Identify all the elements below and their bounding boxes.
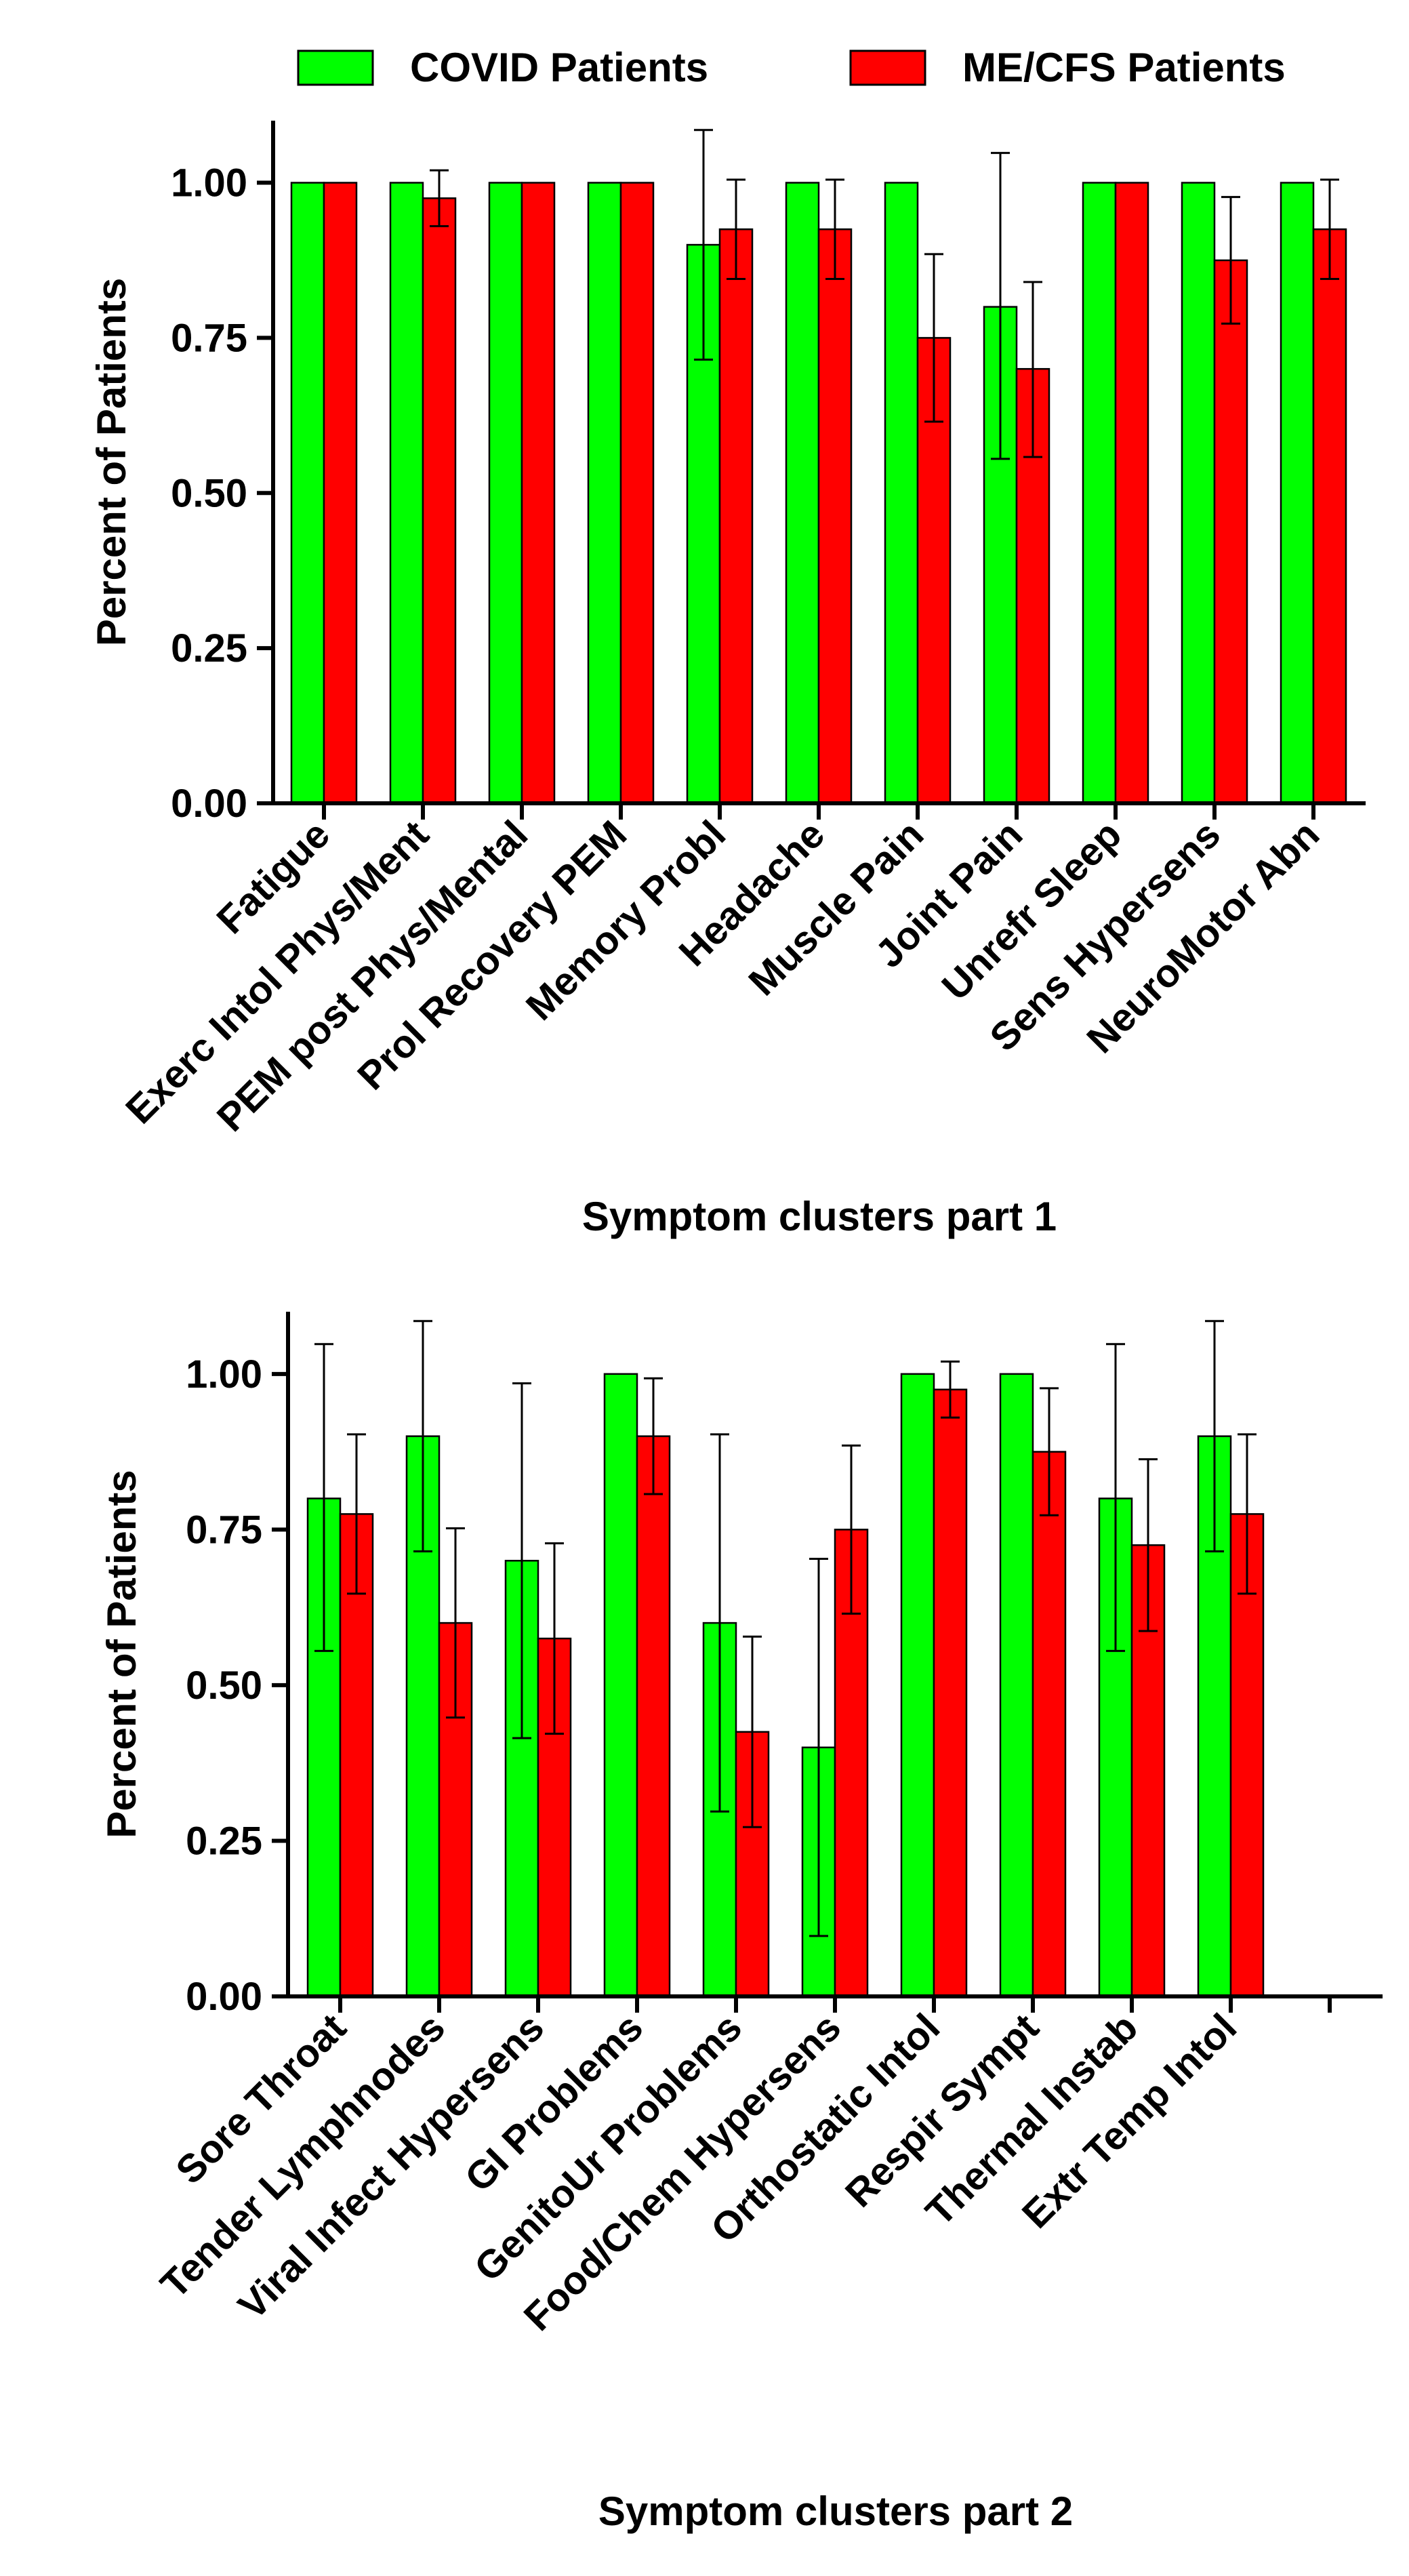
- legend-swatch-covid: [297, 49, 374, 86]
- y-tick-label: 0.25: [186, 1819, 262, 1863]
- legend-swatch-mecfs: [849, 49, 926, 86]
- bar-mecfs-10: [1312, 228, 1347, 805]
- error-bar-mecfs-9: [1238, 1433, 1257, 1595]
- bar-covid-10: [1280, 182, 1315, 805]
- bar-mecfs-1: [422, 197, 457, 805]
- bar-covid-9: [1181, 182, 1216, 805]
- bar-mecfs-8: [1114, 182, 1149, 805]
- error-bar-covid-5: [809, 1558, 828, 1937]
- y-tick-label: 0.75: [186, 1508, 262, 1552]
- error-bar-mecfs-7: [1023, 281, 1042, 458]
- legend: COVID Patients ME/CFS Patients: [297, 45, 1286, 90]
- legend-label-covid: COVID Patients: [410, 45, 708, 90]
- bar-mecfs-9: [1229, 1513, 1265, 1998]
- error-bar-mecfs-5: [825, 178, 844, 280]
- x-axis-title: Symptom clusters part 1: [582, 1194, 1057, 1239]
- bar-mecfs-7: [1032, 1451, 1067, 1998]
- bar-mecfs-2: [520, 182, 556, 805]
- error-bar-mecfs-4: [727, 178, 746, 280]
- error-bar-mecfs-3: [644, 1377, 663, 1495]
- y-tick-label: 1.00: [171, 161, 247, 205]
- bar-mecfs-4: [718, 228, 754, 805]
- error-bar-mecfs-8: [1139, 1458, 1158, 1632]
- error-bar-covid-4: [694, 129, 713, 361]
- bar-mecfs-5: [817, 228, 853, 805]
- y-tick-label: 0.00: [171, 782, 247, 826]
- bar-mecfs-6: [933, 1388, 968, 1998]
- x-axis-title: Symptom clusters part 2: [598, 2489, 1073, 2534]
- error-bar-mecfs-6: [924, 253, 943, 423]
- bar-mecfs-0: [323, 182, 358, 805]
- error-bar-mecfs-5: [842, 1444, 861, 1615]
- error-bar-covid-1: [413, 1320, 432, 1552]
- y-tick-label: 0.50: [171, 471, 247, 515]
- bar-mecfs-3: [619, 182, 655, 805]
- y-tick-label: 0.25: [171, 626, 247, 670]
- error-bar-covid-2: [512, 1382, 531, 1739]
- bar-mecfs-9: [1213, 259, 1248, 805]
- error-bar-mecfs-1: [430, 169, 449, 228]
- y-tick-label: 1.00: [186, 1352, 262, 1396]
- y-tick-label: 0.50: [186, 1664, 262, 1708]
- bar-covid-6: [900, 1373, 935, 1998]
- bar-covid-3: [587, 182, 622, 805]
- bar-mecfs-3: [636, 1435, 671, 1998]
- y-tick-label: 0.00: [186, 1975, 262, 2019]
- bar-covid-1: [389, 182, 424, 805]
- error-bar-mecfs-10: [1320, 178, 1339, 280]
- bar-covid-8: [1082, 182, 1117, 805]
- bar-covid-6: [884, 182, 919, 805]
- y-tick-label: 0.75: [171, 316, 247, 360]
- y-axis-label: Percent of Patients: [89, 278, 134, 647]
- error-bar-covid-8: [1106, 1343, 1125, 1652]
- error-bar-mecfs-6: [941, 1360, 960, 1419]
- error-bar-mecfs-2: [545, 1542, 564, 1735]
- error-bar-covid-4: [710, 1433, 729, 1813]
- error-bar-mecfs-7: [1040, 1387, 1059, 1516]
- x-tick-label: Sore Throat: [167, 2005, 354, 2192]
- error-bar-covid-9: [1205, 1320, 1224, 1552]
- bar-covid-0: [290, 182, 325, 805]
- error-bar-covid-7: [991, 152, 1010, 460]
- legend-label-mecfs: ME/CFS Patients: [962, 45, 1286, 90]
- error-bar-covid-0: [314, 1343, 333, 1652]
- error-bar-mecfs-4: [743, 1635, 762, 1828]
- bar-covid-3: [603, 1373, 638, 1998]
- bar-covid-7: [999, 1373, 1034, 1998]
- error-bar-mecfs-0: [347, 1433, 366, 1595]
- bar-covid-5: [785, 182, 820, 805]
- error-bar-mecfs-9: [1221, 196, 1240, 325]
- error-bar-mecfs-1: [446, 1527, 465, 1719]
- bar-covid-2: [488, 182, 523, 805]
- y-axis-label: Percent of Patients: [99, 1470, 144, 1838]
